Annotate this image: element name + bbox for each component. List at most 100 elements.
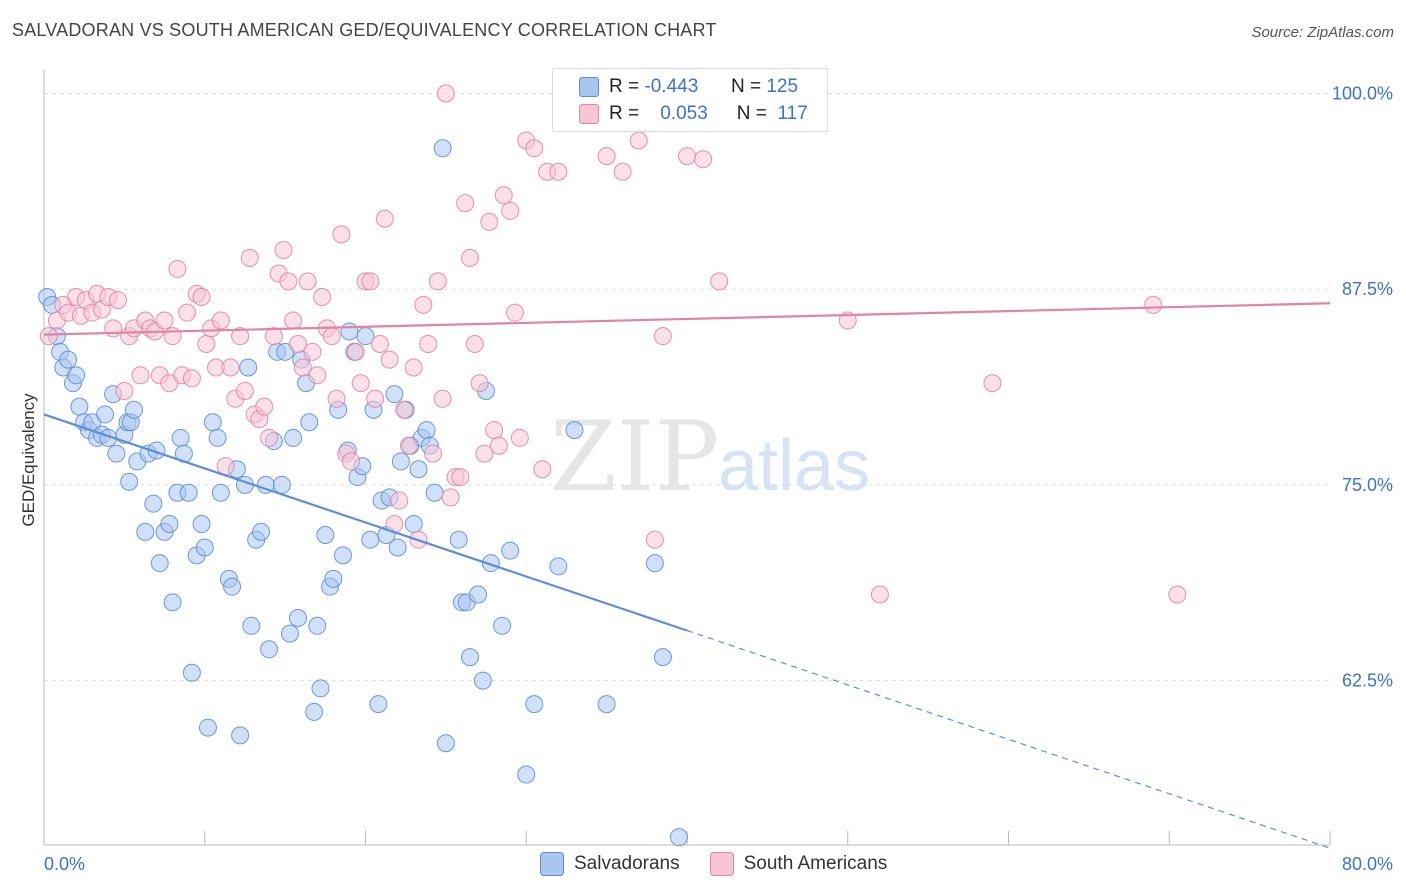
south-american-point — [424, 444, 443, 463]
south-american-point — [653, 327, 672, 346]
watermark-atlas: atlas — [718, 426, 870, 506]
salvadoran-point — [417, 421, 436, 440]
south-american-point — [182, 369, 201, 388]
south-american-point — [255, 397, 274, 416]
legend-swatch-salvadorans — [540, 852, 564, 876]
salvadoran-point — [333, 546, 352, 565]
salvadoran-point — [549, 557, 568, 576]
salvadoran-point — [284, 428, 303, 447]
south-american-point — [231, 327, 250, 346]
salvadoran-point — [171, 428, 190, 447]
salvadoran-point — [481, 554, 500, 573]
salvadoran-point — [300, 413, 319, 432]
south-american-point — [155, 311, 174, 330]
south-american-point — [274, 241, 293, 260]
salvadoran-point — [305, 702, 324, 721]
south-american-point — [428, 272, 447, 291]
south-american-point — [163, 327, 182, 346]
salvadoran-point — [96, 405, 115, 424]
south-american-point — [211, 311, 230, 330]
south-american-point — [39, 327, 58, 346]
south-american-point — [510, 428, 529, 447]
axis-labels: 100.0% 87.5% 75.0% 62.5% 0.0% 80.0% GED/Equiva… — [19, 83, 1393, 874]
south-american-point — [361, 272, 380, 291]
south-american-point — [351, 374, 370, 393]
south-american-point — [433, 389, 452, 408]
salvadoran-point — [198, 718, 217, 737]
south-american-point — [436, 84, 455, 103]
south-american-point — [298, 272, 317, 291]
south-american-point — [694, 150, 713, 169]
salvadoran-point — [144, 494, 163, 513]
legend-row-salvadorans: R = -0.443 N = 125 — [579, 75, 798, 99]
south-american-point — [525, 139, 544, 158]
south-american-point — [284, 311, 303, 330]
south-american-point — [456, 194, 475, 213]
salvadoran-point — [525, 695, 544, 714]
salvadoran-point — [597, 695, 616, 714]
south-american-point — [375, 209, 394, 228]
south-american-point — [505, 303, 524, 322]
salvadoran-point — [280, 624, 299, 643]
legend-row-south-americans: R = 0.053 N = 117 — [579, 102, 808, 126]
salvadoran-point — [316, 526, 335, 544]
salvadoran-point — [449, 530, 468, 549]
south-american-point — [870, 585, 889, 604]
legend-n-label: N = — [736, 103, 767, 124]
salvadoran-point — [460, 648, 479, 667]
salvadoran-point — [59, 350, 78, 369]
salvadoran-point — [272, 475, 291, 494]
legend-swatch-blue — [579, 77, 599, 97]
south-american-point — [475, 444, 494, 463]
south-american-point — [597, 147, 616, 166]
watermark: ZIP atlas — [550, 401, 870, 513]
salvadoran-point — [70, 397, 89, 416]
legend-label-south-americans: South Americans — [743, 853, 888, 874]
salvadoran-point — [242, 616, 261, 635]
south-american-point — [240, 248, 259, 267]
south-american-point — [533, 460, 552, 479]
south-american-point — [366, 389, 385, 408]
salvadoran-point — [308, 616, 327, 635]
south-american-point — [399, 436, 418, 455]
salvadoran-point — [645, 554, 664, 573]
salvadoran-point — [195, 538, 214, 557]
south-american-point — [293, 358, 312, 377]
salvadoran-point — [136, 522, 155, 541]
south-american-point — [501, 201, 520, 220]
salvadoran-point — [493, 616, 512, 635]
salvadoran-point — [163, 593, 182, 612]
south-american-point — [549, 162, 568, 181]
south-american-point — [332, 225, 351, 244]
south-american-point — [494, 186, 513, 205]
salvadoran-trend-extension — [686, 629, 1331, 849]
legend-n-value: 117 — [777, 103, 808, 124]
y-tick-label: 100.0% — [1332, 83, 1393, 103]
south-american-point — [308, 366, 327, 385]
south-american-point — [380, 350, 399, 369]
salvadoran-point — [388, 538, 407, 557]
salvadoran-point — [239, 358, 258, 377]
salvadoran-point — [385, 385, 404, 404]
y-tick-label: 87.5% — [1342, 279, 1393, 299]
salvadoran-point — [501, 541, 520, 560]
legend-swatch-pink — [579, 104, 599, 124]
series-legend: Salvadorans South Americans — [540, 852, 917, 876]
y-tick-label: 75.0% — [1342, 475, 1393, 495]
south-american-point — [303, 342, 322, 361]
salvadoran-point — [391, 452, 410, 471]
trend-lines — [43, 302, 1331, 849]
salvadoran-point — [369, 695, 388, 714]
salvadoran-point — [179, 483, 198, 502]
salvadoran-point — [223, 577, 242, 596]
south-american-point — [645, 530, 664, 549]
salvadoran-point — [340, 322, 359, 341]
south-american-point — [1168, 585, 1187, 604]
south-american-trend-line — [43, 302, 1331, 336]
south-american-point — [1144, 295, 1163, 314]
salvadoran-point — [409, 460, 428, 479]
south-american-point — [115, 381, 134, 400]
salvadoran-point — [125, 400, 144, 419]
south-american-point — [104, 319, 123, 338]
south-american-point — [460, 248, 479, 267]
